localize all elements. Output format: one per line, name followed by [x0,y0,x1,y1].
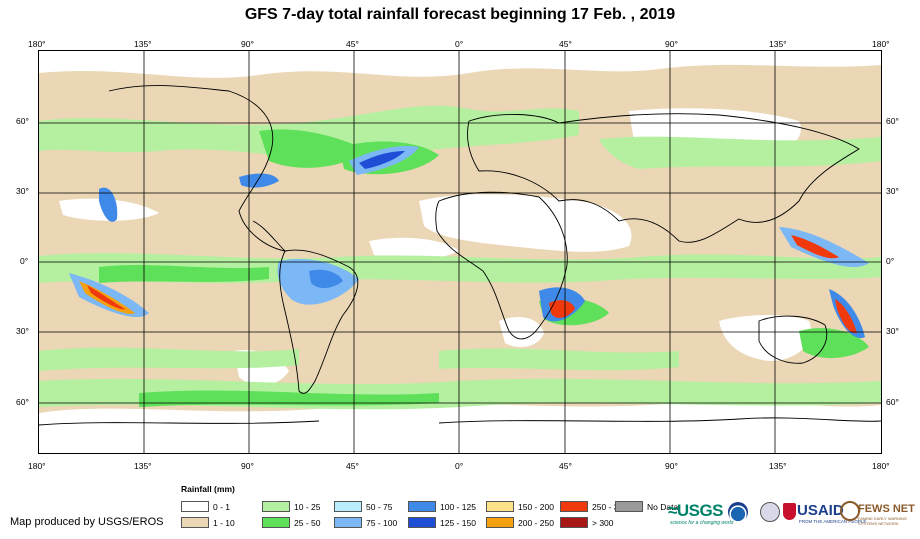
usaid-seal-icon [760,502,780,522]
legend-swatch [560,517,588,528]
lon-tick-top: 45° [559,39,572,49]
lon-tick-bottom: 45° [559,461,572,471]
legend-swatch [181,501,209,512]
legend-item: 75 - 100 [334,517,397,528]
lon-tick-top: 90° [665,39,678,49]
legend-swatch [408,501,436,512]
noaa-logo-icon [728,502,748,522]
lon-tick-bottom: 90° [665,461,678,471]
map-title: GFS 7-day total rainfall forecast beginn… [244,6,676,23]
legend-label: 100 - 125 [440,501,476,512]
lon-tick-top: 135° [134,39,152,49]
legend-swatch [262,517,290,528]
legend-item: 0 - 1 [181,501,230,512]
lat-tick-right: 30° [886,326,899,336]
coastlines [39,85,881,426]
legend-item: 125 - 150 [408,517,476,528]
credit-text: Map produced by USGS/EROS [10,516,164,528]
fews-net-icon [840,501,860,521]
legend-label: 0 - 1 [213,501,231,512]
rain-heavy [69,145,869,339]
legend-label: 150 - 200 [518,501,554,512]
legend-item: 100 - 125 [408,501,476,512]
lon-tick-bottom: 45° [346,461,359,471]
legend-item: 150 - 200 [486,501,554,512]
lon-tick-top: 0° [455,39,464,49]
usaid-logo: USAID [797,502,844,519]
legend-swatch [262,501,290,512]
legend-swatch [560,501,588,512]
legend-title: Rainfall (mm) [181,484,235,494]
legend-swatch [486,501,514,512]
legend-swatch [408,517,436,528]
lon-tick-bottom: 0° [455,461,464,471]
lon-tick-bottom: 90° [241,461,254,471]
lat-tick-right: 60° [886,116,899,126]
legend-label: 75 - 100 [366,517,398,528]
graticule [39,51,881,453]
lon-tick-top: 180° [872,39,890,49]
lon-tick-top: 90° [241,39,254,49]
legend-item: 25 - 50 [262,517,320,528]
legend-item: 50 - 75 [334,501,392,512]
legend-label: 50 - 75 [366,501,393,512]
legend-item: 200 - 250 [486,517,554,528]
fews-net-tagline: FAMINE EARLY WARNING SYSTEMS NETWORK [858,516,908,526]
usaid-tagline: FROM THE AMERICAN PEOPLE [799,519,867,524]
lon-tick-bottom: 135° [769,461,787,471]
lat-tick-right: 0° [886,256,895,266]
lon-tick-bottom: 135° [134,461,152,471]
legend-swatch [334,501,362,512]
rainfall-map [38,50,882,454]
legend-swatch [334,517,362,528]
lon-tick-top: 135° [769,39,787,49]
legend-swatch [486,517,514,528]
legend-label: > 300 [592,517,614,528]
legend-label: 1 - 10 [213,517,235,528]
legend-label: 200 - 250 [518,517,554,528]
lon-tick-top: 180° [28,39,46,49]
legend-swatch [181,517,209,528]
lat-tick-left: 30° [16,186,29,196]
legend-item: 1 - 10 [181,517,235,528]
legend-label: No Data [647,501,679,512]
legend-swatch [615,501,643,512]
legend-item: No Data [615,501,678,512]
usgs-logo: ≈USGS [668,501,724,520]
lon-tick-bottom: 180° [872,461,890,471]
lat-tick-left: 60° [16,397,29,407]
lat-tick-right: 60° [886,397,899,407]
partner-logos: ≈USGS science for a changing world USAID… [668,497,918,533]
usgs-tagline: science for a changing world [670,520,734,526]
lat-tick-left: 0° [20,256,29,266]
lon-tick-bottom: 180° [28,461,46,471]
legend-item: 10 - 25 [262,501,320,512]
lat-tick-left: 60° [16,116,29,126]
lon-tick-top: 45° [346,39,359,49]
legend-label: 250 - 300 [592,501,628,512]
usaid-shield-icon [783,503,796,520]
legend-item: 250 - 300 [560,501,628,512]
lat-tick-right: 30° [886,186,899,196]
rainfall-map-canvas [39,51,881,453]
legend-item: > 300 [560,517,614,528]
fews-net-logo: FEWS NET [858,503,915,515]
legend-label: 10 - 25 [294,501,321,512]
legend-label: 25 - 50 [294,517,321,528]
legend-label: 125 - 150 [440,517,476,528]
lat-tick-left: 30° [16,326,29,336]
